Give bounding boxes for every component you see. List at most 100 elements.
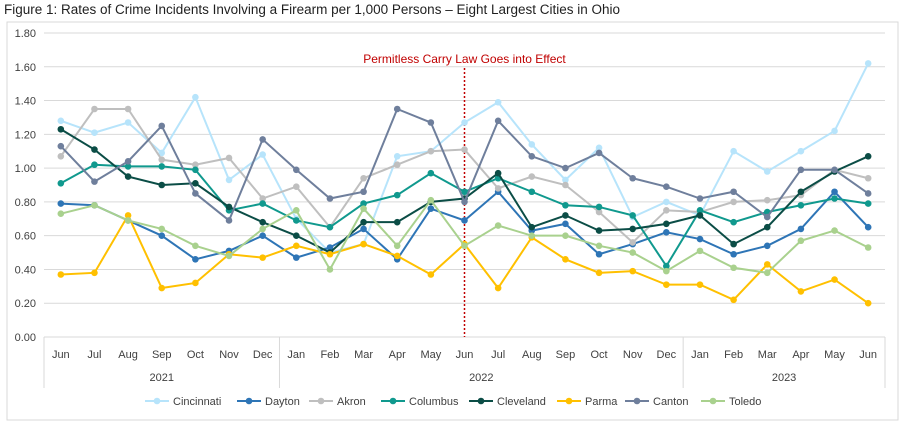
x-tick-label: Mar xyxy=(354,349,373,361)
data-point-cincinnati xyxy=(393,152,401,160)
data-point-columbus xyxy=(158,163,166,170)
data-point-columbus xyxy=(91,161,98,169)
x-tick-label: Jan xyxy=(287,349,305,361)
data-point-cleveland xyxy=(595,227,603,234)
data-point-toledo xyxy=(562,232,569,239)
data-point-parma xyxy=(326,250,334,258)
data-point-toledo xyxy=(696,247,704,255)
data-point-cincinnati xyxy=(763,168,771,175)
data-point-parma xyxy=(864,299,872,307)
data-point-toledo xyxy=(629,249,636,256)
data-point-akron xyxy=(427,147,435,155)
data-point-cincinnati xyxy=(730,147,737,155)
year-label: 2023 xyxy=(772,372,796,384)
data-point-akron xyxy=(225,154,233,162)
chart-title: Figure 1: Rates of Crime Incidents Invol… xyxy=(4,2,621,17)
data-point-canton xyxy=(259,136,266,143)
data-point-parma xyxy=(57,271,65,278)
data-point-cincinnati xyxy=(91,129,98,136)
data-point-canton xyxy=(663,183,670,190)
y-tick-label: 1.20 xyxy=(15,129,36,141)
data-point-cleveland xyxy=(225,203,233,211)
data-point-cleveland xyxy=(629,225,636,233)
data-point-parma xyxy=(192,279,199,287)
data-point-toledo xyxy=(259,225,266,233)
x-tick-label: May xyxy=(824,349,845,361)
data-point-toledo xyxy=(864,244,872,251)
x-tick-label: Jun xyxy=(859,349,877,361)
data-point-columbus xyxy=(696,207,704,214)
data-point-canton xyxy=(797,166,805,174)
x-tick-label: Jan xyxy=(691,349,709,361)
data-point-dayton xyxy=(763,242,771,250)
data-point-toledo xyxy=(797,237,805,245)
legend-label: Columbus xyxy=(409,396,459,408)
y-tick-label: 0.60 xyxy=(15,231,36,243)
data-point-toledo xyxy=(326,266,334,273)
data-point-cincinnati xyxy=(225,176,233,184)
data-point-akron xyxy=(629,239,636,246)
data-point-cleveland xyxy=(192,180,199,187)
data-point-canton xyxy=(494,117,502,125)
x-tick-label: Sep xyxy=(556,349,576,361)
data-point-akron xyxy=(91,105,98,113)
data-point-dayton xyxy=(696,235,704,243)
data-point-canton xyxy=(326,195,334,202)
data-point-cincinnati xyxy=(124,119,132,126)
y-tick-label: 1.80 xyxy=(15,28,36,40)
data-point-dayton xyxy=(192,256,199,263)
data-point-toledo xyxy=(831,227,838,234)
data-point-columbus xyxy=(427,169,435,177)
data-point-toledo xyxy=(91,201,98,209)
x-tick-label: Jun xyxy=(456,349,474,361)
data-point-cincinnati xyxy=(461,119,468,126)
data-point-canton xyxy=(696,195,704,202)
data-point-canton xyxy=(595,149,603,157)
data-point-akron xyxy=(124,105,132,113)
legend-marker xyxy=(633,397,641,405)
data-point-parma xyxy=(259,254,266,261)
data-point-canton xyxy=(730,188,737,196)
x-tick-label: Aug xyxy=(118,349,138,361)
data-point-dayton xyxy=(663,228,670,236)
x-tick-label: Nov xyxy=(219,349,239,361)
data-point-akron xyxy=(528,173,536,180)
year-label: 2022 xyxy=(469,372,493,384)
data-point-parma xyxy=(595,269,603,277)
x-tick-label: Oct xyxy=(187,349,204,361)
y-tick-label: 0.00 xyxy=(15,332,36,344)
data-point-columbus xyxy=(730,218,737,226)
data-point-parma xyxy=(158,284,166,292)
data-point-canton xyxy=(427,119,435,126)
data-point-toledo xyxy=(595,242,603,250)
data-point-cleveland xyxy=(393,218,401,226)
x-tick-label: Oct xyxy=(590,349,607,361)
data-point-canton xyxy=(225,217,233,224)
data-point-toledo xyxy=(393,242,401,250)
data-point-akron xyxy=(57,152,65,160)
data-point-cleveland xyxy=(696,212,704,219)
data-point-toledo xyxy=(427,196,435,204)
data-point-parma xyxy=(562,256,569,263)
data-point-cincinnati xyxy=(494,98,502,106)
data-point-columbus xyxy=(461,188,468,196)
x-tick-label: Feb xyxy=(320,349,339,361)
data-point-cincinnati xyxy=(864,60,872,67)
x-tick-label: Dec xyxy=(253,349,273,361)
legend-marker xyxy=(389,397,397,405)
data-point-cleveland xyxy=(158,181,166,189)
data-point-toledo xyxy=(663,267,670,275)
data-point-parma xyxy=(831,276,838,283)
data-point-canton xyxy=(831,166,838,174)
legend-label: Akron xyxy=(337,396,366,408)
data-point-dayton xyxy=(730,250,737,258)
chart-border xyxy=(6,21,899,421)
data-point-canton xyxy=(864,190,872,197)
data-point-dayton xyxy=(158,232,166,239)
x-tick-label: Jul xyxy=(87,349,101,361)
data-point-parma xyxy=(360,240,367,248)
data-point-toledo xyxy=(494,222,502,229)
data-point-cincinnati xyxy=(797,147,805,155)
data-point-cincinnati xyxy=(259,151,266,158)
